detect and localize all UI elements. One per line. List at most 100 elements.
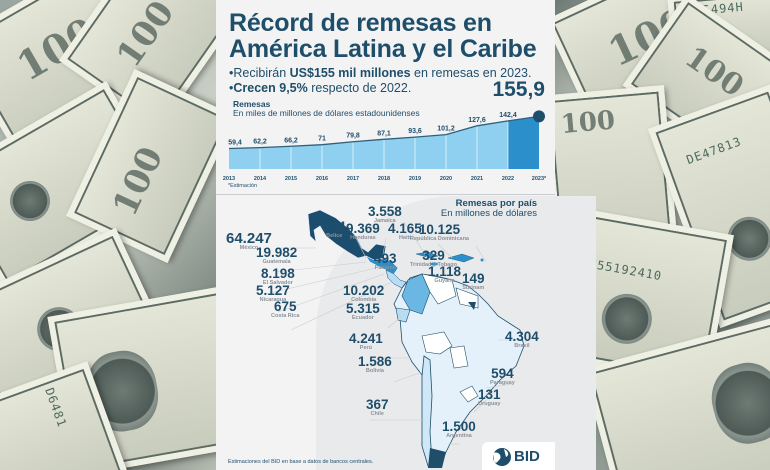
country-label: 1.586 Bolivia [358, 355, 392, 375]
country-label: 4.165 Haití [388, 222, 422, 242]
svg-text:59,4: 59,4 [228, 140, 242, 147]
country-value: 8.198 [261, 266, 295, 281]
map-bolivia [421, 331, 453, 355]
map-patagonia [428, 448, 446, 468]
chart-axis-label: Remesas En miles de millones de dólares … [233, 100, 420, 118]
country-value: 4.165 [388, 221, 422, 236]
country-name: Guyana [434, 278, 455, 284]
country-name: Argentina [446, 433, 472, 439]
map-subtitle: En millones de dólares [440, 208, 537, 219]
country-label: 10.125 República Dominicana [410, 223, 469, 243]
country-name: Panamá [374, 265, 396, 271]
svg-text:93,6: 93,6 [408, 128, 422, 135]
infographic-title: Récord de remesas en América Latina y el… [229, 9, 537, 63]
remittances-area-chart: 59,4 2013 62,2 2014 66,2 2015 71 2016 79,8 2017 87… [223, 110, 547, 182]
map-title-text: Remesas por país [455, 198, 537, 209]
country-label: 5.315 Ecuador [346, 302, 380, 322]
map-isthmus [385, 269, 407, 289]
country-label: 4.304 Brasil [505, 330, 539, 350]
svg-text:2021: 2021 [471, 176, 483, 182]
country-value: 3.558 [368, 204, 402, 219]
map-jamaica [430, 262, 438, 266]
map-hispaniola [447, 253, 475, 263]
country-name: Ecuador [351, 315, 374, 321]
country-label: 19.982 Guatemala [256, 246, 297, 266]
country-name: El Salvador [262, 280, 293, 286]
country-value: 493 [374, 251, 397, 266]
logo-text: BID [514, 448, 540, 465]
country-value: 1.586 [358, 354, 392, 369]
svg-text:2014: 2014 [254, 176, 267, 182]
globe-icon [493, 448, 511, 466]
country-label: 9.369 Honduras [346, 222, 380, 242]
country-name: Brasil [514, 343, 530, 349]
country-name: Paraguay [490, 380, 515, 386]
map-venezuela [421, 273, 457, 305]
country-value: 64.247 [226, 230, 272, 247]
country-label: 329 Trinidad y Tobago [410, 249, 457, 269]
map-paraguay [449, 345, 469, 369]
svg-text:2018: 2018 [378, 176, 390, 182]
country-value: 1.500 [442, 419, 476, 434]
country-value: 149 [462, 271, 485, 286]
bid-logo: BID [482, 442, 555, 470]
svg-text:87,1: 87,1 [377, 130, 391, 137]
svg-text:101,2: 101,2 [437, 126, 455, 133]
map-uruguay [459, 385, 479, 403]
key-fact-1: •Recibirán US$155 mil millones en remesa… [229, 66, 532, 80]
map-central-america [365, 255, 399, 275]
country-value: 5.127 [256, 283, 290, 298]
svg-text:62,2: 62,2 [253, 139, 267, 146]
country-name: Trinidad y Tobago [410, 262, 457, 268]
country-label: 10.202 Colombia [343, 284, 384, 304]
country-label: 5.127 Nicaragua [256, 284, 290, 304]
country-value: 134 [323, 219, 346, 234]
country-value: 1.118 [428, 264, 462, 279]
key-facts-list: •Recibirán US$155 mil millones en remesa… [229, 66, 531, 96]
country-label: 134 Belice [323, 220, 346, 240]
country-name: Guatemala [262, 259, 291, 265]
section-divider [216, 194, 555, 195]
svg-text:2023*: 2023* [532, 176, 547, 182]
country-label: 131 Uruguay [478, 388, 501, 408]
svg-text:127,6: 127,6 [468, 117, 486, 124]
title-line-2: América Latina y el Caribe [229, 35, 537, 63]
country-value: 675 [273, 299, 297, 314]
map-leader-lines [265, 221, 522, 445]
country-value: 10.202 [343, 283, 385, 298]
country-name: México [239, 245, 259, 251]
country-name: Perú [359, 345, 373, 351]
country-label: 8.198 El Salvador [261, 267, 295, 287]
country-label: 594 Paraguay [490, 367, 515, 387]
country-name: Chile [370, 411, 384, 417]
country-value: 4.304 [505, 329, 539, 344]
country-value: 5.315 [346, 301, 380, 316]
map-title: Remesas por país En millones de dólares [441, 199, 537, 219]
country-value: 4.241 [349, 331, 383, 346]
map-puerto-rico [480, 258, 484, 262]
title-line-1: Récord de remesas en [229, 9, 492, 37]
country-value: 19.982 [256, 245, 298, 260]
country-name: República Dominicana [410, 236, 469, 242]
country-name: Nicaragua [259, 297, 287, 303]
chart-label-title: Remesas [233, 99, 271, 109]
country-name: Surinam [462, 285, 485, 291]
infographic-panel: Récord de remesas en América Latina y el… [216, 0, 596, 470]
country-name: Jamaica [374, 218, 396, 224]
country-label: 1.500 Argentina [442, 420, 476, 440]
country-value: 9.369 [346, 221, 380, 236]
country-name: Bolivia [365, 368, 384, 374]
svg-text:142,4: 142,4 [499, 112, 517, 119]
country-name: Honduras [350, 235, 376, 241]
country-value: 329 [422, 248, 445, 263]
key-fact-2: •Crecen 9,5% respecto de 2022. [229, 81, 412, 95]
source-footnote: Estimaciones del BID en base a datos de … [228, 459, 374, 465]
svg-text:2013: 2013 [223, 176, 235, 182]
estimation-note: *Estimación [228, 183, 258, 189]
country-label: 493 Panamá [374, 252, 397, 272]
country-value: 10.125 [418, 222, 461, 237]
headline-value: 155,9 [492, 78, 545, 101]
svg-text:2020: 2020 [440, 176, 452, 182]
country-name: Colombia [351, 297, 377, 303]
svg-text:2015: 2015 [285, 176, 297, 182]
